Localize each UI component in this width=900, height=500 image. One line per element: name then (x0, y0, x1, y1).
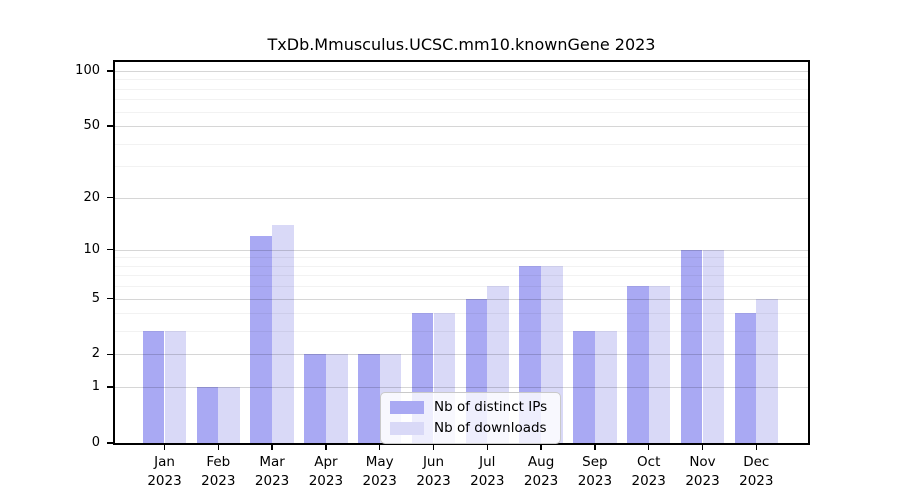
bar-nb-of-downloads-mar (272, 224, 294, 443)
gridline-minor-80 (115, 88, 808, 90)
bar-nb-of-downloads-dec (756, 298, 779, 443)
y-axis-tick-mark-50 (107, 125, 113, 127)
gridline-minor-30 (115, 166, 808, 168)
bar-nb-of-distinct-ips-sep (573, 331, 595, 443)
y-axis-tick-label-10: 10 (83, 241, 100, 257)
bar-nb-of-downloads-nov (702, 249, 725, 443)
x-axis-tick-label-may: May 2023 (362, 454, 397, 489)
gridline-minor-90 (115, 79, 808, 81)
bar-nb-of-downloads-apr (325, 354, 348, 443)
x-axis-tick-mark-nov (701, 445, 704, 450)
y-axis-tick-mark-2 (107, 353, 113, 356)
bar-nb-of-distinct-ips-oct (626, 286, 649, 443)
bar-nb-of-downloads-jan (164, 331, 187, 443)
bar-nb-of-distinct-ips-mar (250, 236, 273, 443)
bar-nb-of-distinct-ips-nov (680, 249, 703, 443)
x-axis-tick-mark-apr (325, 445, 327, 450)
legend-item-distinct-ips: Nb of distinct IPs (390, 398, 547, 416)
x-axis-tick-mark-mar (271, 445, 273, 450)
gridline-minor-60 (115, 111, 808, 113)
y-axis-tick-mark-0 (107, 442, 113, 444)
bar-nb-of-distinct-ips-jan (142, 331, 165, 443)
x-axis-tick-label-mar: Mar 2023 (254, 454, 290, 489)
y-axis-tick-label-2: 2 (91, 346, 100, 362)
legend-label-distinct-ips: Nb of distinct IPs (434, 399, 548, 415)
gridline-major-50 (115, 126, 808, 128)
y-axis-tick-label-20: 20 (83, 189, 100, 205)
legend-label-downloads: Nb of downloads (434, 420, 547, 436)
y-axis-tick-label-0: 0 (91, 435, 100, 450)
x-axis-tick-mark-sep (594, 445, 596, 450)
y-axis-tick-label-100: 100 (75, 63, 100, 79)
bar-nb-of-distinct-ips-dec (734, 313, 757, 443)
chart-title: TxDb.Mmusculus.UCSC.mm10.knownGene 2023 (267, 35, 656, 54)
x-axis-tick-mark-jul (486, 445, 489, 450)
legend: Nb of distinct IPs Nb of downloads (380, 392, 562, 444)
x-axis-tick-label-sep: Sep 2023 (577, 454, 613, 489)
x-axis-tick-label-jun: Jun 2023 (416, 454, 451, 489)
legend-item-downloads: Nb of downloads (390, 419, 547, 437)
x-axis-tick-mark-aug (540, 445, 542, 450)
y-axis-tick-mark-100 (107, 70, 113, 72)
gridline-major-20 (115, 197, 808, 199)
x-axis-tick-mark-jan (163, 445, 166, 450)
x-axis-tick-mark-feb (217, 445, 220, 450)
x-axis-tick-label-apr: Apr 2023 (308, 454, 344, 489)
bar-nb-of-downloads-sep (594, 331, 617, 443)
bar-nb-of-downloads-oct (648, 286, 671, 443)
x-axis-tick-label-jan: Jan 2023 (147, 454, 182, 489)
x-axis-tick-label-jul: Jul 2023 (470, 454, 505, 489)
y-axis-tick-label-5: 5 (91, 290, 100, 306)
gridline-minor-70 (115, 99, 808, 101)
y-axis-tick-mark-20 (107, 196, 113, 199)
x-axis-tick-mark-jun (432, 445, 435, 450)
x-axis-tick-label-nov: Nov 2023 (685, 454, 720, 489)
y-axis-tick-mark-5 (107, 297, 113, 300)
y-axis-tick-mark-10 (107, 248, 113, 251)
gridline-major-100 (115, 71, 808, 73)
plot-area: Nb of distinct IPs Nb of downloads (113, 60, 810, 445)
gridline-minor-40 (115, 143, 808, 145)
bar-nb-of-distinct-ips-may (357, 354, 380, 443)
legend-swatch-distinct-ips (390, 400, 424, 414)
x-axis-tick-mark-may (378, 445, 381, 450)
bar-nb-of-distinct-ips-feb (196, 387, 219, 443)
y-axis-tick-mark-1 (107, 386, 113, 388)
y-axis-tick-label-50: 50 (83, 118, 100, 134)
x-axis-tick-label-dec: Dec 2023 (739, 454, 774, 489)
y-axis-tick-label-1: 1 (91, 379, 100, 395)
bar-nb-of-distinct-ips-apr (304, 354, 326, 443)
x-axis-tick-label-aug: Aug 2023 (523, 454, 559, 489)
x-axis-tick-mark-oct (647, 445, 650, 450)
x-axis-tick-label-oct: Oct 2023 (631, 454, 666, 489)
x-axis-tick-mark-dec (755, 445, 758, 450)
x-axis-tick-label-feb: Feb 2023 (201, 454, 236, 489)
bar-nb-of-downloads-feb (218, 387, 241, 443)
legend-swatch-downloads (390, 421, 424, 435)
